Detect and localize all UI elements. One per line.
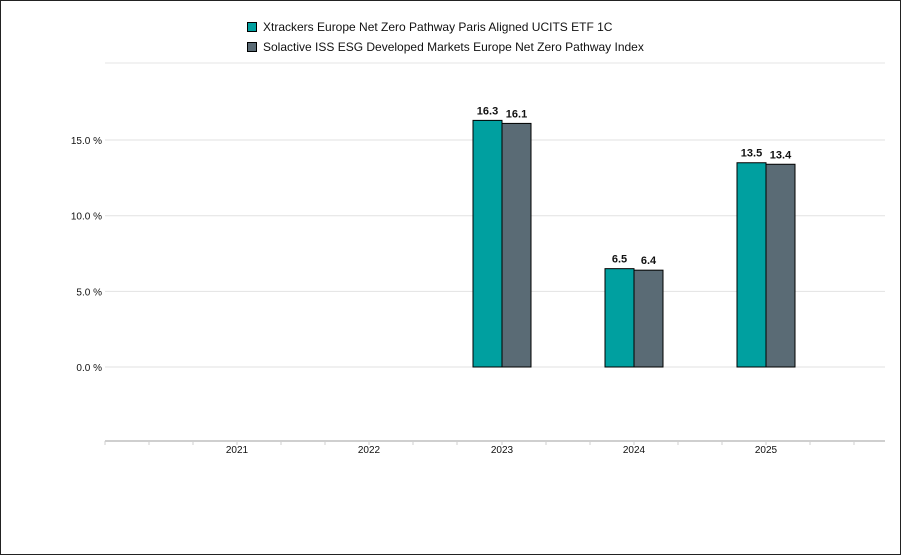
bar-data-label: 6.5 — [612, 254, 627, 266]
bar — [472, 119, 503, 368]
bar-data-label: 6.4 — [641, 255, 657, 267]
legend: Xtrackers Europe Net Zero Pathway Paris … — [247, 17, 644, 57]
x-tick-label: 2023 — [491, 445, 514, 456]
legend-label-etf: Xtrackers Europe Net Zero Pathway Paris … — [263, 20, 613, 34]
legend-item-index: Solactive ISS ESG Developed Markets Euro… — [247, 37, 644, 57]
x-tick-label: 2022 — [358, 445, 381, 456]
bar-data-label: 16.1 — [506, 108, 527, 120]
y-tick-label: 5.0 % — [76, 287, 102, 298]
x-tick-label: 2024 — [623, 445, 646, 456]
x-tick-label: 2025 — [755, 445, 778, 456]
bar-data-label: 16.3 — [477, 105, 498, 117]
bar — [633, 269, 664, 368]
legend-item-etf: Xtrackers Europe Net Zero Pathway Paris … — [247, 17, 644, 37]
legend-swatch-index — [247, 42, 257, 52]
bar — [765, 163, 796, 368]
legend-swatch-etf — [247, 22, 257, 32]
bar-data-label: 13.4 — [770, 149, 792, 161]
y-tick-label: 15.0 % — [71, 136, 102, 147]
legend-label-index: Solactive ISS ESG Developed Markets Euro… — [263, 40, 644, 54]
bar-data-label: 13.5 — [741, 148, 762, 160]
y-tick-label: 0.0 % — [76, 363, 102, 374]
x-tick-label: 2021 — [226, 445, 249, 456]
bar — [501, 122, 532, 368]
bar — [604, 268, 635, 368]
bar — [736, 162, 767, 368]
y-tick-label: 10.0 % — [71, 212, 102, 223]
